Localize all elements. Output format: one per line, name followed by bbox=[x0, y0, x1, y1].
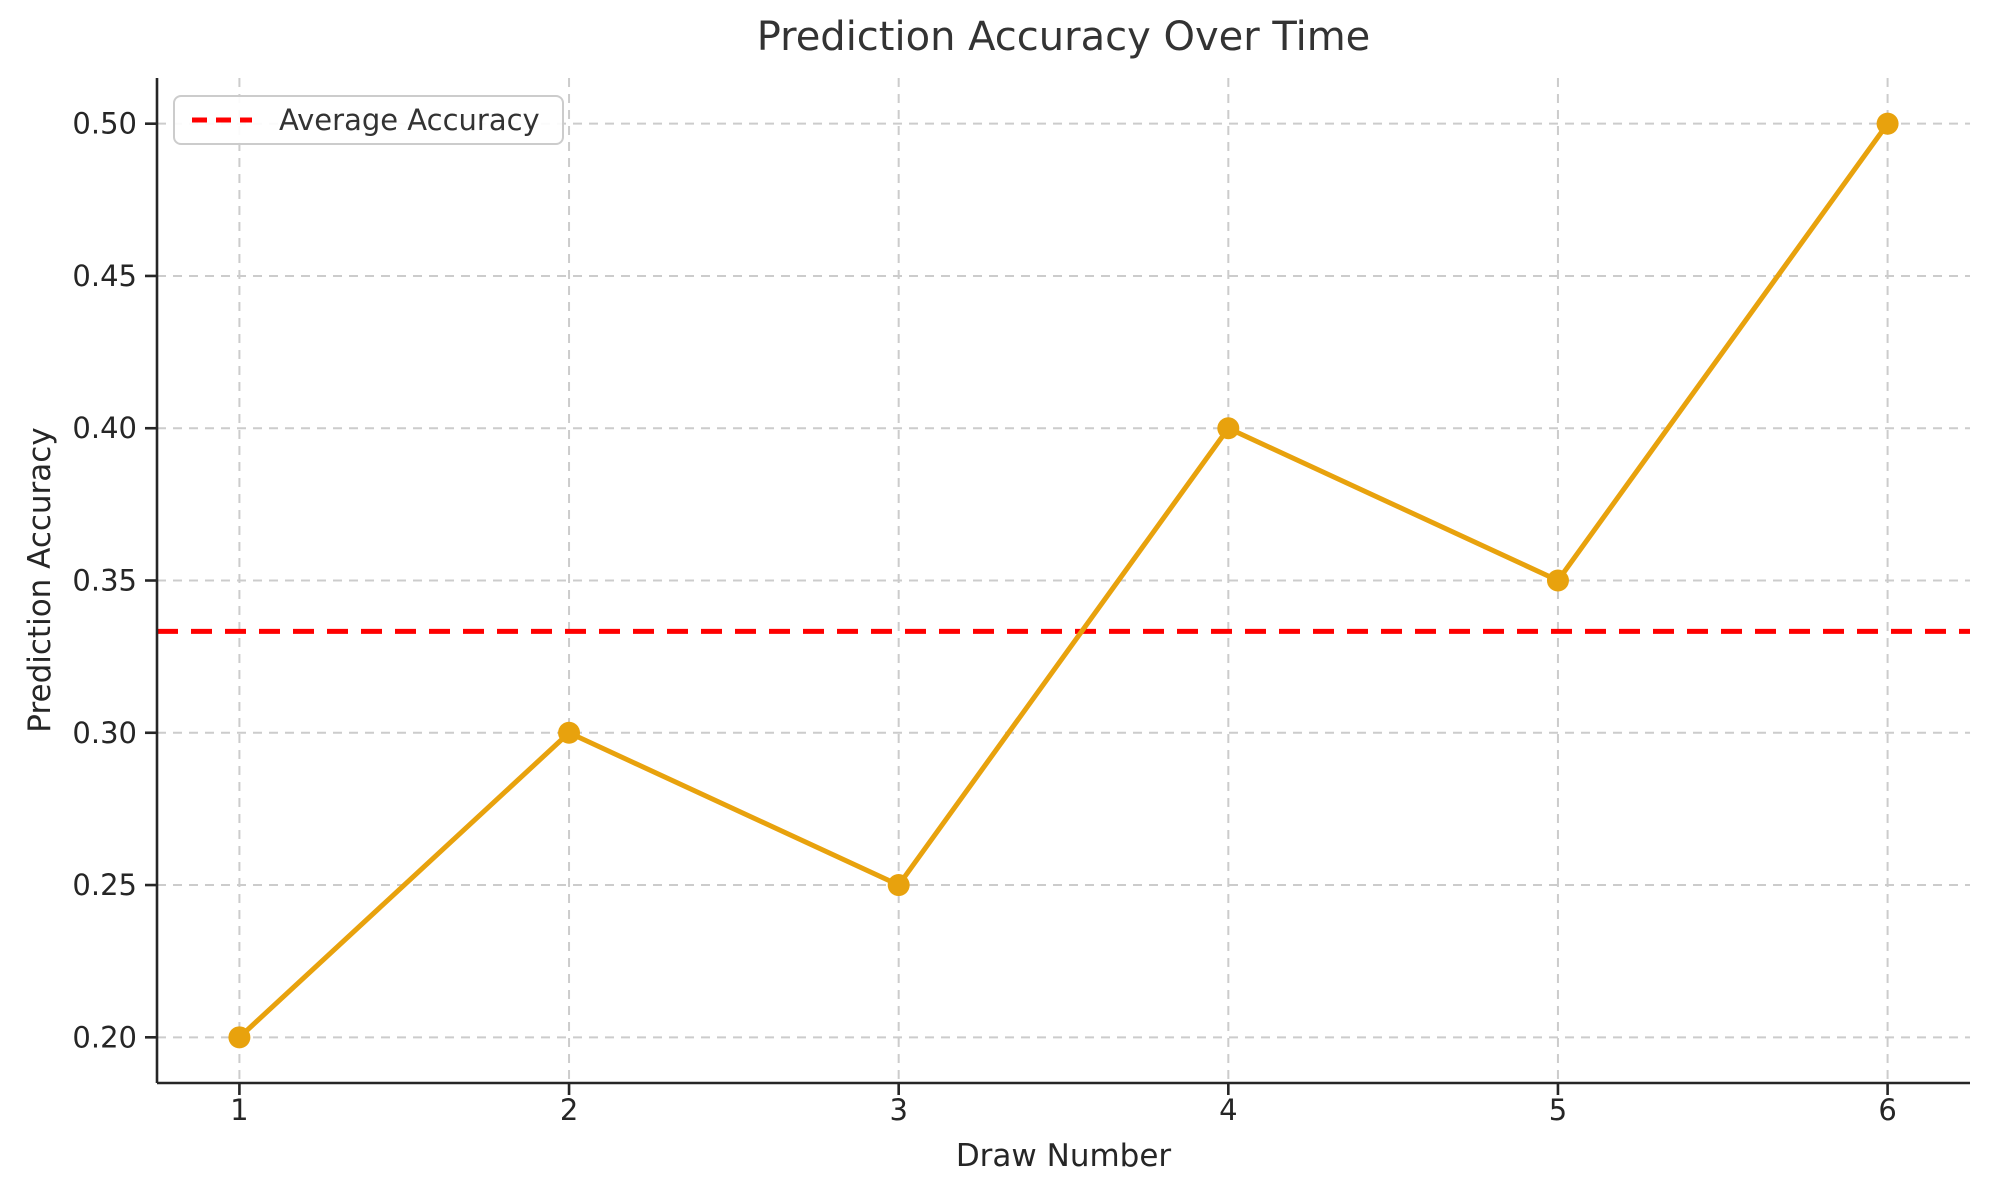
data-point-marker bbox=[887, 874, 910, 897]
x-tick-label: 2 bbox=[560, 1093, 578, 1127]
y-tick-label: 0.20 bbox=[72, 1020, 137, 1054]
x-tick-label: 5 bbox=[1549, 1093, 1567, 1127]
x-tick-label: 4 bbox=[1219, 1093, 1237, 1127]
x-tick-label: 6 bbox=[1878, 1093, 1896, 1127]
data-point-marker bbox=[1217, 417, 1240, 440]
legend: Average Accuracy bbox=[173, 95, 564, 145]
data-point-marker bbox=[228, 1026, 251, 1049]
y-axis-label: Prediction Accuracy bbox=[22, 427, 58, 733]
y-tick-label: 0.45 bbox=[72, 259, 137, 293]
data-point-marker bbox=[558, 721, 581, 744]
x-tick-label: 1 bbox=[230, 1093, 248, 1127]
y-tick-label: 0.50 bbox=[72, 107, 137, 141]
data-point-marker bbox=[1546, 569, 1569, 592]
accuracy-line bbox=[236, 121, 1891, 1040]
y-tick-label: 0.35 bbox=[72, 564, 137, 598]
y-tick-label: 0.40 bbox=[72, 411, 137, 445]
x-axis-label: Draw Number bbox=[955, 1138, 1172, 1174]
y-tick-label: 0.25 bbox=[72, 868, 137, 902]
data-point-marker bbox=[1876, 112, 1899, 135]
legend-dashed-line-swatch bbox=[192, 117, 252, 123]
x-tick-label: 3 bbox=[889, 1093, 907, 1127]
legend-label: Average Accuracy bbox=[279, 103, 540, 137]
y-tick-label: 0.30 bbox=[72, 716, 137, 750]
chart-title: Prediction Accuracy Over Time bbox=[756, 14, 1371, 60]
